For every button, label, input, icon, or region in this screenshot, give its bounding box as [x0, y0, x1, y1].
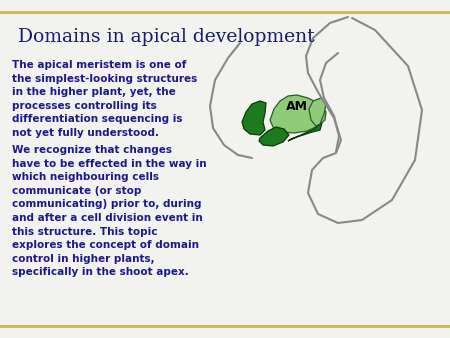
Polygon shape — [309, 98, 326, 126]
Polygon shape — [270, 95, 326, 133]
Text: The apical meristem is one of
the simplest-looking structures
in the higher plan: The apical meristem is one of the simple… — [12, 60, 197, 138]
Text: Domains in apical development: Domains in apical development — [18, 28, 315, 46]
Text: We recognize that changes
have to be effected in the way in
which neighbouring c: We recognize that changes have to be eff… — [12, 145, 207, 277]
Text: AM: AM — [286, 100, 308, 114]
Polygon shape — [288, 123, 322, 141]
Polygon shape — [242, 101, 266, 135]
Polygon shape — [259, 127, 289, 146]
